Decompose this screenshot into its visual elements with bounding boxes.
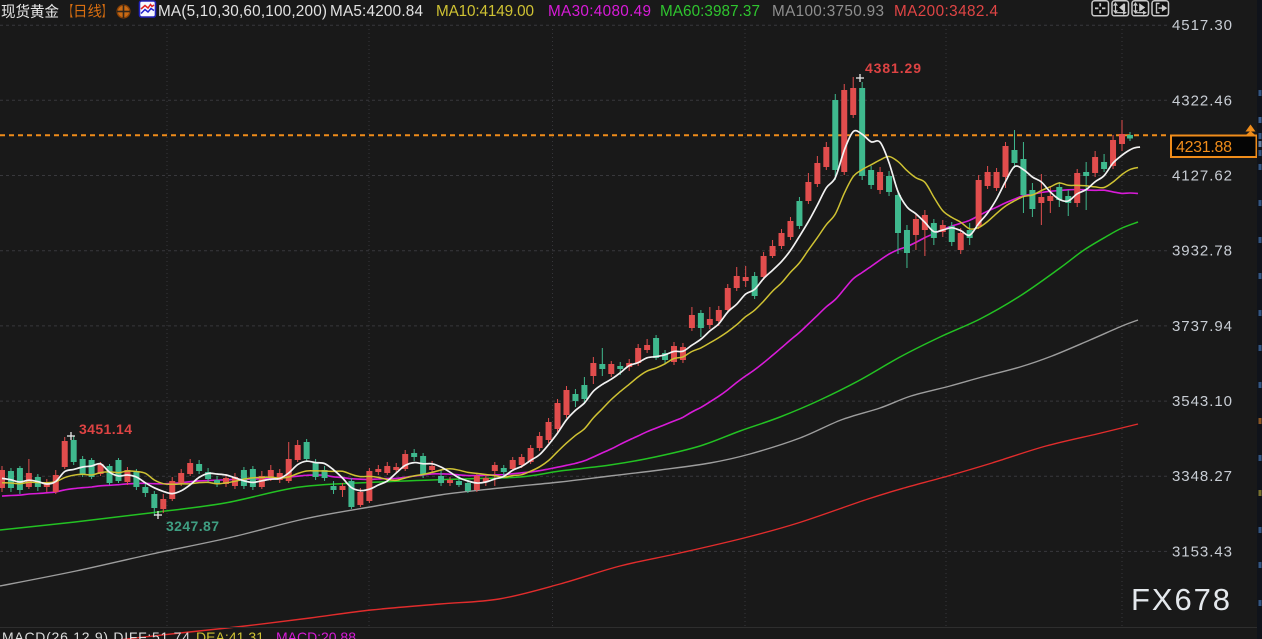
svg-text:4231.88: 4231.88 [1176, 139, 1232, 156]
svg-text:现货黄金: 现货黄金 [1, 4, 59, 21]
svg-text:3932.78: 3932.78 [1172, 243, 1232, 260]
svg-text:3737.94: 3737.94 [1172, 318, 1232, 335]
svg-text:MACD(26,12,9) DIFF:51.74: MACD(26,12,9) DIFF:51.74 [2, 629, 190, 639]
svg-text:MA200:3482.4: MA200:3482.4 [894, 3, 998, 20]
svg-text:4127.62: 4127.62 [1172, 168, 1232, 185]
svg-text:3153.43: 3153.43 [1172, 543, 1232, 560]
svg-text:【日线】: 【日线】 [65, 4, 110, 21]
svg-text:MA10:4149.00: MA10:4149.00 [436, 3, 534, 20]
svg-text:4322.46: 4322.46 [1172, 92, 1232, 109]
svg-text:3451.14: 3451.14 [79, 421, 132, 437]
svg-text:MA5:4200.84: MA5:4200.84 [330, 3, 423, 20]
svg-text:3348.27: 3348.27 [1172, 468, 1232, 485]
svg-text:3543.10: 3543.10 [1172, 393, 1232, 410]
svg-text:MA(5,10,30,60,100,200): MA(5,10,30,60,100,200) [158, 3, 327, 20]
svg-text:4517.30: 4517.30 [1172, 17, 1232, 34]
svg-text:FX678: FX678 [1131, 582, 1230, 617]
svg-text:DEA:41.31: DEA:41.31 [196, 629, 264, 639]
svg-text:4381.29: 4381.29 [865, 60, 921, 76]
svg-text:3247.87: 3247.87 [166, 518, 219, 534]
svg-text:MA100:3750.93: MA100:3750.93 [772, 3, 884, 20]
svg-text:MACD:20.88: MACD:20.88 [276, 629, 356, 639]
svg-text:MA60:3987.37: MA60:3987.37 [660, 3, 760, 20]
svg-text:MA30:4080.49: MA30:4080.49 [548, 3, 651, 20]
